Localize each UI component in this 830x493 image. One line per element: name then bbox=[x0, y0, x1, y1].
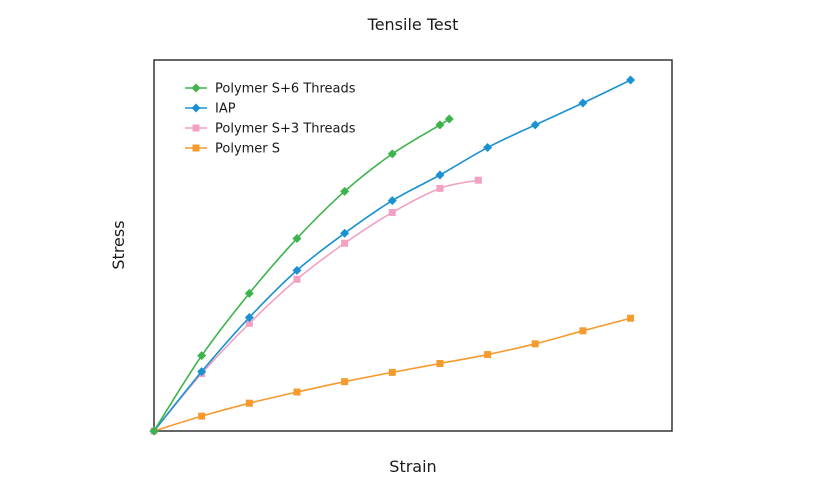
data-point-polymer-s-6-threads-3 bbox=[292, 233, 302, 243]
data-point-polymer-s-6-threads-1 bbox=[197, 351, 207, 361]
data-point-polymer-s-3-threads-4 bbox=[341, 239, 349, 247]
data-point-iap-7 bbox=[483, 143, 493, 153]
data-point-polymer-s-8 bbox=[531, 340, 539, 348]
data-point-polymer-s-7 bbox=[484, 351, 492, 359]
legend-label-polymer-s: Polymer S bbox=[215, 142, 280, 157]
data-point-iap-4 bbox=[340, 228, 350, 238]
data-point-polymer-s-5 bbox=[388, 368, 396, 376]
data-point-polymer-s-3-threads-7 bbox=[474, 176, 482, 184]
data-point-polymer-s-6-threads-6 bbox=[435, 120, 445, 130]
data-point-polymer-s-6-threads-0 bbox=[149, 426, 159, 436]
data-point-iap-1 bbox=[197, 367, 207, 377]
chart-title: Tensile Test bbox=[367, 15, 459, 34]
data-point-iap-8 bbox=[530, 120, 540, 130]
data-point-polymer-s-6-threads-4 bbox=[340, 186, 350, 196]
data-point-polymer-s-3-threads-3 bbox=[293, 275, 301, 283]
data-point-polymer-s-3 bbox=[293, 388, 301, 396]
data-point-polymer-s-3-threads-5 bbox=[388, 208, 396, 216]
x-axis-label: Strain bbox=[389, 457, 436, 476]
legend: Polymer S+6 Threads IAP Polymer S+3 Thread… bbox=[185, 82, 356, 157]
data-point-iap-9 bbox=[578, 98, 588, 108]
legend-marker-polymer-s bbox=[192, 144, 200, 152]
data-point-polymer-s-6-threads-2 bbox=[244, 288, 254, 298]
legend-marker-polymer-s-6-threads bbox=[191, 83, 201, 93]
data-point-polymer-s-2 bbox=[245, 399, 253, 407]
y-axis-label: Stress bbox=[109, 220, 128, 269]
plot-frame bbox=[153, 59, 673, 432]
data-point-iap-5 bbox=[387, 196, 397, 206]
data-point-polymer-s-6-threads-5 bbox=[387, 149, 397, 159]
data-point-iap-3 bbox=[292, 265, 302, 275]
data-point-polymer-s-3-threads-2 bbox=[245, 319, 253, 327]
data-point-polymer-s-3-threads-6 bbox=[436, 184, 444, 192]
legend-marker-iap bbox=[191, 103, 201, 113]
data-point-iap-6 bbox=[435, 170, 445, 180]
legend-label-polymer-s-3-threads: Polymer S+3 Threads bbox=[215, 122, 356, 137]
legend-marker-polymer-s-3-threads bbox=[192, 124, 200, 132]
data-point-polymer-s-6 bbox=[436, 359, 444, 367]
data-point-polymer-s-6-threads-7 bbox=[444, 114, 454, 124]
data-point-polymer-s-4 bbox=[341, 378, 349, 386]
data-point-iap-2 bbox=[244, 312, 254, 322]
series-line-iap bbox=[153, 79, 631, 432]
legend-label-iap: IAP bbox=[215, 102, 236, 117]
data-point-polymer-s-9 bbox=[579, 327, 587, 335]
data-point-polymer-s-1 bbox=[198, 412, 206, 420]
legend-label-polymer-s-6-threads: Polymer S+6 Threads bbox=[215, 82, 356, 97]
data-point-polymer-s-10 bbox=[627, 314, 635, 322]
series-layer bbox=[149, 75, 636, 436]
data-point-iap-10 bbox=[626, 75, 636, 85]
